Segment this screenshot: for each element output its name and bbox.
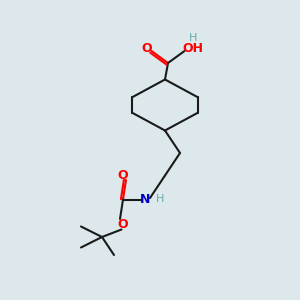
- Text: O: O: [142, 41, 152, 55]
- Text: H: H: [189, 32, 197, 43]
- Text: OH: OH: [182, 41, 203, 55]
- Text: O: O: [118, 218, 128, 231]
- Text: N: N: [140, 193, 151, 206]
- Text: O: O: [118, 169, 128, 182]
- Text: H: H: [156, 194, 165, 205]
